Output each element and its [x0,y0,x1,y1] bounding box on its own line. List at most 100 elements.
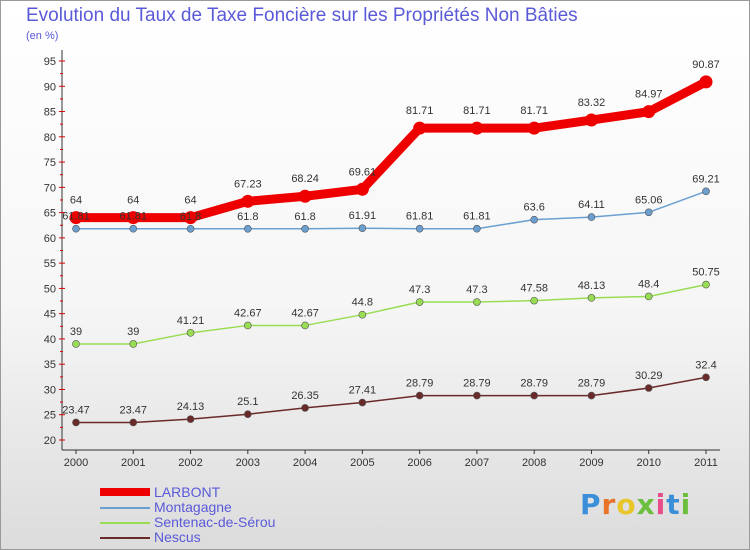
data-point-1 [72,224,80,233]
data-point-1 [473,224,481,233]
data-point-2 [644,292,653,301]
data-label-2: 42.67 [291,307,319,319]
data-point-1 [244,224,252,233]
data-point-2 [530,296,538,305]
data-label-0: 64 [70,195,82,207]
data-label-2: 47.58 [520,283,548,295]
series-line-1 [75,190,707,230]
y-tick-label: 50 [44,283,56,295]
data-label-1: 61.81 [463,211,491,223]
data-point-2 [301,321,309,330]
chart-subtitle: (en %) [26,30,59,42]
y-tick-label: 35 [44,359,56,371]
data-point-2 [587,294,596,302]
data-label-0: 67.23 [234,178,262,190]
x-tick-label: 2008 [522,457,546,469]
data-label-2: 48.4 [638,278,659,290]
data-label-3: 26.35 [291,390,319,402]
y-tick-label: 95 [44,56,56,68]
logo-letter: x [636,488,656,521]
y-tick-label: 30 [44,384,56,396]
data-point-2 [473,298,481,306]
data-point-3 [415,391,424,400]
data-label-1: 61.8 [237,211,258,223]
data-label-1: 61.81 [62,211,90,223]
data-point-0 [413,121,427,135]
data-label-1: 61.8 [294,211,315,223]
legend-label-montagagne: Montagagne [154,499,232,515]
data-label-3: 28.79 [578,378,606,390]
logo-letter: i [655,488,667,521]
y-tick-label: 80 [44,132,56,144]
data-label-3: 28.79 [463,378,491,390]
data-point-1 [129,224,138,233]
data-point-0 [69,211,83,225]
data-label-3: 23.47 [120,404,148,416]
data-point-1 [587,213,596,221]
x-tick-label: 2010 [636,457,660,469]
x-tick-label: 2006 [407,457,431,469]
data-point-1 [702,187,710,196]
data-point-2 [702,280,710,289]
x-tick-label: 2001 [121,457,145,469]
y-tick-label: 40 [44,334,56,346]
legend-swatch-sentenac [100,522,150,524]
data-point-0 [355,182,369,196]
legend-swatch-montagagne [100,507,150,509]
logo-letter: P [580,488,602,521]
proxiti-logo: Proxiti [580,488,691,521]
x-tick-label: 2007 [465,457,489,469]
data-label-1: 69.21 [692,173,720,185]
x-tick-label: 2002 [178,457,202,469]
data-point-2 [358,310,367,319]
data-label-1: 61.81 [406,211,434,223]
data-point-3 [72,418,80,427]
data-label-0: 64 [184,195,196,207]
legend-label-sentenac: Sentenac-de-Sérou [154,514,276,530]
data-label-1: 61.81 [120,211,148,223]
data-label-2: 39 [70,326,82,338]
data-label-0: 83.32 [578,97,606,109]
data-point-0 [584,113,598,127]
chart-title: Evolution du Taux de Taxe Foncière sur l… [26,5,578,26]
data-label-3: 27.41 [349,385,377,397]
data-label-0: 81.71 [406,105,434,117]
data-point-3 [644,384,653,392]
data-label-1: 61.91 [349,210,377,222]
logo-letter: o [616,488,637,521]
data-label-1: 63.6 [523,202,544,214]
logo-letter: r [601,488,617,521]
data-label-0: 64 [127,195,139,207]
data-point-1 [358,224,367,233]
legend-swatch-nescus [100,537,150,539]
series-line-2 [75,283,707,345]
data-point-3 [244,410,252,419]
data-point-3 [702,373,710,382]
series-line-0 [71,77,711,223]
data-point-3 [186,415,195,423]
data-point-0 [527,121,541,135]
data-point-3 [358,398,367,407]
y-tick-label: 75 [44,157,56,169]
y-tick-label: 70 [44,182,56,194]
data-label-3: 23.47 [62,404,90,416]
x-tick-label: 2005 [350,457,374,469]
data-point-0 [699,75,713,89]
data-point-2 [244,321,252,330]
logo-letter: i [680,488,692,521]
data-label-2: 39 [127,326,139,338]
x-tick-label: 2003 [236,457,260,469]
data-label-0: 68.24 [291,173,319,185]
data-label-0: 69.61 [349,166,377,178]
data-point-0 [470,121,484,135]
data-label-2: 41.21 [177,315,205,327]
data-label-3: 28.79 [520,378,548,390]
data-point-0 [126,211,140,225]
data-label-3: 25.1 [237,396,258,408]
y-tick-label: 25 [44,410,56,422]
y-tick-label: 45 [44,309,56,321]
x-tick-label: 2009 [579,457,603,469]
data-point-2 [186,329,195,337]
data-point-0 [184,211,198,225]
